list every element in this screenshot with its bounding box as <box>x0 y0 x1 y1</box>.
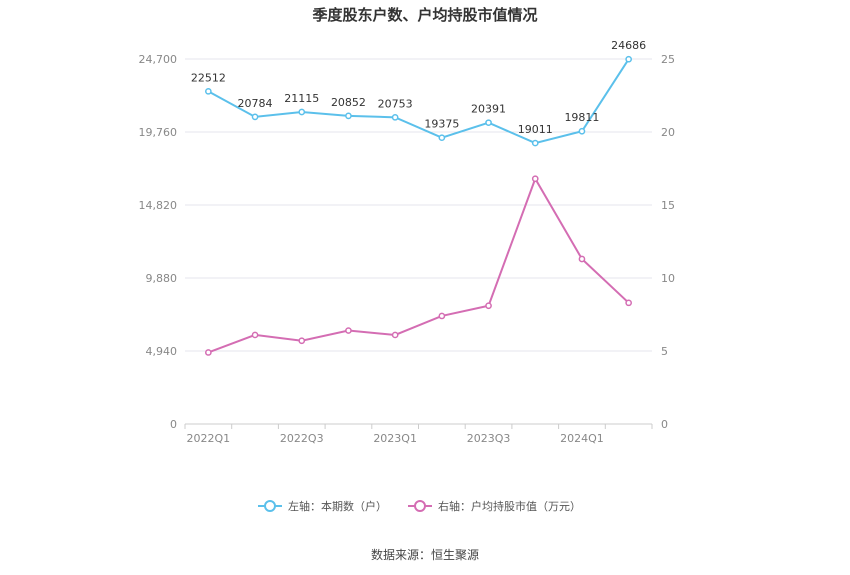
right-series-point <box>531 175 539 183</box>
legend-label: 左轴：本期数（户） <box>288 499 387 513</box>
right-series-point <box>298 337 306 345</box>
left-series-point <box>485 119 492 127</box>
left-series-data-label: 20784 <box>238 97 273 110</box>
right-tick-label: 20 <box>661 126 675 139</box>
left-tick-label: 0 <box>170 418 177 431</box>
legend-swatch-marker <box>414 500 426 512</box>
x-tick-label: 2022Q3 <box>280 432 324 445</box>
left-series-data-label: 21115 <box>284 92 319 105</box>
left-series-data-label: 20391 <box>471 103 506 116</box>
source-text: 数据来源：恒生聚源 <box>371 547 479 562</box>
legend-item-2[interactable]: 右轴：户均持股市值（万元） <box>408 499 581 513</box>
x-axis: 2022Q1 2022Q3 2023Q1 2023Q3 2024Q1 <box>184 424 653 445</box>
left-series-point <box>625 55 633 63</box>
x-tick-label: 2023Q3 <box>467 432 511 445</box>
left-series-data-label: 20852 <box>331 96 366 109</box>
right-series-point <box>578 255 586 263</box>
right-tick-label: 25 <box>661 53 675 66</box>
right-series-point <box>438 312 446 320</box>
left-tick-label: 4,940 <box>146 345 178 358</box>
left-series-point <box>578 127 586 135</box>
series-right <box>205 175 633 356</box>
left-series-point <box>391 113 399 121</box>
right-series-point <box>485 302 492 310</box>
right-series-point <box>205 349 212 356</box>
right-series-point <box>251 331 259 339</box>
x-tick-label: 2023Q1 <box>373 432 417 445</box>
left-tick-label: 24,700 <box>139 53 178 66</box>
left-series-point <box>531 139 539 147</box>
legend-item-1[interactable]: 左轴：本期数（户） <box>258 499 387 513</box>
legend[interactable]: 左轴：本期数（户） 右轴：户均持股市值（万元） <box>258 499 581 513</box>
right-tick-label: 15 <box>661 199 675 212</box>
left-series-point <box>298 108 306 116</box>
right-tick-label: 10 <box>661 272 675 285</box>
left-series-data-label: 20753 <box>378 97 413 110</box>
left-series-line <box>207 58 630 145</box>
left-series-data-label: 24686 <box>611 39 646 52</box>
left-tick-label: 19,760 <box>139 126 178 139</box>
x-tick-label: 2022Q1 <box>187 432 231 445</box>
left-series-point <box>345 112 352 120</box>
legend-swatch-marker <box>264 500 276 512</box>
grid <box>185 58 652 425</box>
right-series-point <box>625 299 633 307</box>
left-series-point <box>251 113 259 121</box>
left-tick-label: 14,820 <box>139 199 178 212</box>
right-series-point <box>345 327 352 334</box>
right-series-line <box>207 176 630 354</box>
right-axis: 0 5 10 15 20 25 <box>661 53 675 431</box>
left-series-data-label: 19011 <box>518 123 553 136</box>
chart-title: 季度股东户数、户均持股市值情况 <box>312 6 537 24</box>
left-series-point <box>205 87 212 95</box>
right-tick-label: 0 <box>661 418 668 431</box>
x-tick-label: 2024Q1 <box>560 432 604 445</box>
left-tick-label: 9,880 <box>146 272 178 285</box>
left-series-data-label: 19375 <box>424 118 459 131</box>
left-series-point <box>438 134 446 142</box>
right-tick-label: 5 <box>661 345 668 358</box>
left-axis: 0 4,940 9,880 14,820 19,760 24,700 <box>139 53 178 431</box>
legend-label: 右轴：户均持股市值（万元） <box>438 499 581 513</box>
right-series-point <box>391 331 399 339</box>
left-series-data-label: 22512 <box>191 71 226 84</box>
left-series-data-label: 19811 <box>564 111 599 124</box>
series-left: 22512 20784 21115 20852 20753 19375 20391 19011… <box>191 39 646 147</box>
